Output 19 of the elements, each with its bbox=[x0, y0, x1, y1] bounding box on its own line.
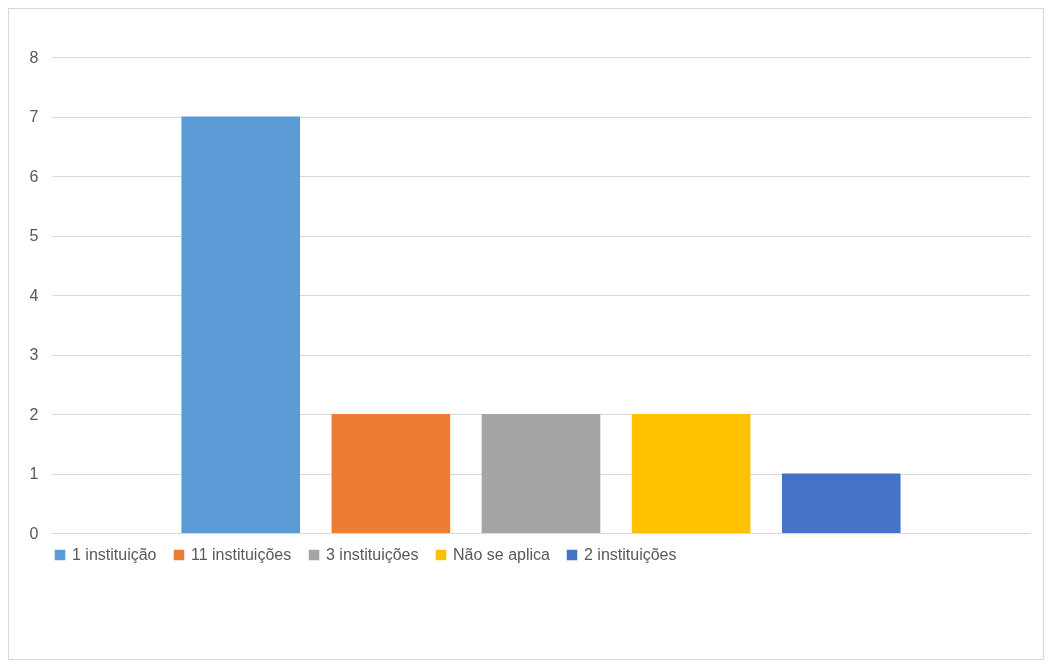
y-tick-label: 1 bbox=[29, 465, 39, 482]
y-tick-label: 8 bbox=[29, 48, 39, 66]
y-tick-label: 3 bbox=[29, 346, 39, 363]
y-tick-label: 5 bbox=[29, 227, 39, 244]
legend-label: 3 instituições bbox=[326, 546, 419, 563]
bar bbox=[331, 414, 451, 533]
bar bbox=[481, 414, 601, 533]
bar bbox=[781, 473, 901, 533]
legend-label: 1 instituição bbox=[72, 546, 157, 563]
legend-label: 2 instituições bbox=[584, 546, 677, 563]
y-tick-label: 6 bbox=[29, 167, 39, 185]
y-tick-label: 7 bbox=[29, 108, 39, 125]
bar bbox=[631, 414, 751, 533]
bar bbox=[181, 116, 301, 533]
y-tick-label: 2 bbox=[29, 405, 39, 423]
y-tick-label: 0 bbox=[29, 524, 39, 542]
legend-label: Não se aplica bbox=[453, 546, 551, 563]
legend-label: 11 instituições bbox=[191, 546, 292, 563]
y-tick-label: 4 bbox=[29, 286, 39, 304]
